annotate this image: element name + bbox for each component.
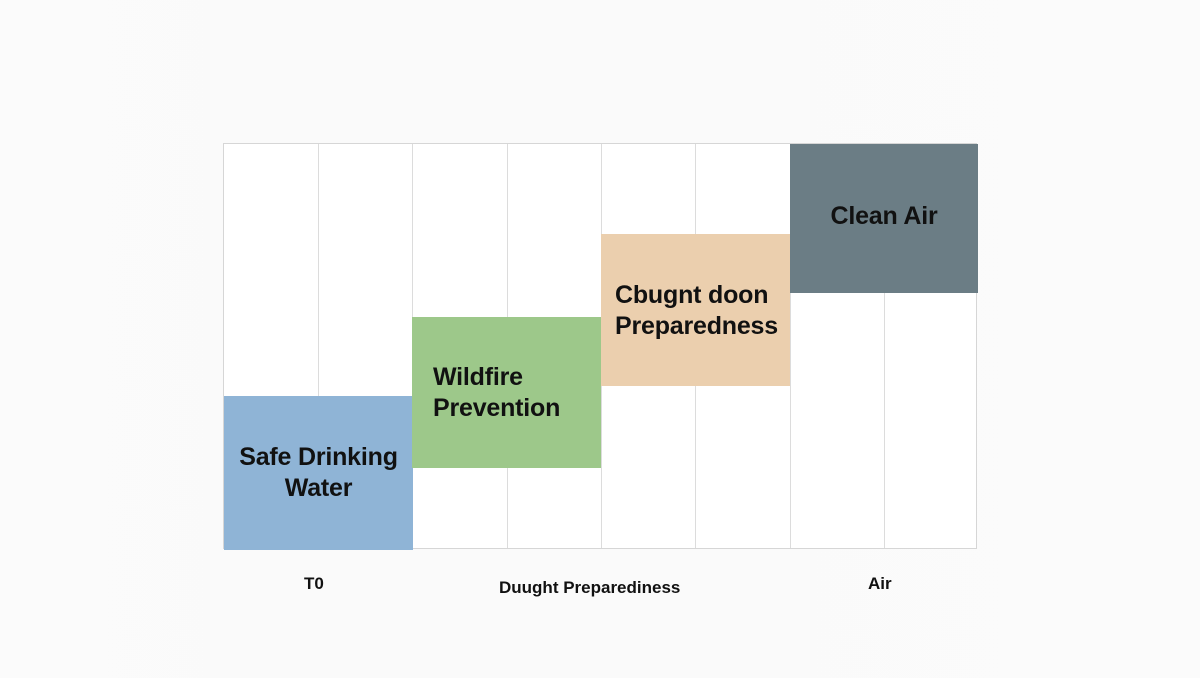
grid-line [884, 144, 885, 548]
block-label-line: Clean Air [830, 202, 938, 230]
block-label-line: Prevention [433, 393, 561, 422]
block-label-line: Preparedness [615, 312, 778, 340]
axis-label-t0: T0 [304, 574, 324, 593]
diagram-grid: Safe Drinking Water Wildfire Prevention … [223, 143, 978, 550]
block-clean-air: Clean Air [790, 144, 978, 293]
grid-line [318, 144, 319, 548]
grid-line [790, 144, 791, 548]
block-drought-preparedness: Cbugnt doon Preparedness [601, 234, 790, 386]
block-label-line: Water [284, 474, 353, 502]
axis-label-drought-preparedness: Duught Preparediness [499, 578, 681, 597]
block-label-line: Wildfire [433, 362, 523, 391]
block-wildfire-prevention: Wildfire Prevention [412, 317, 601, 468]
block-label-line: Safe Drinking [239, 443, 398, 471]
block-label-line: Cbugnt doon [615, 281, 769, 309]
block-safe-drinking-water: Safe Drinking Water [224, 396, 413, 550]
axis-label-air: Air [868, 574, 892, 593]
